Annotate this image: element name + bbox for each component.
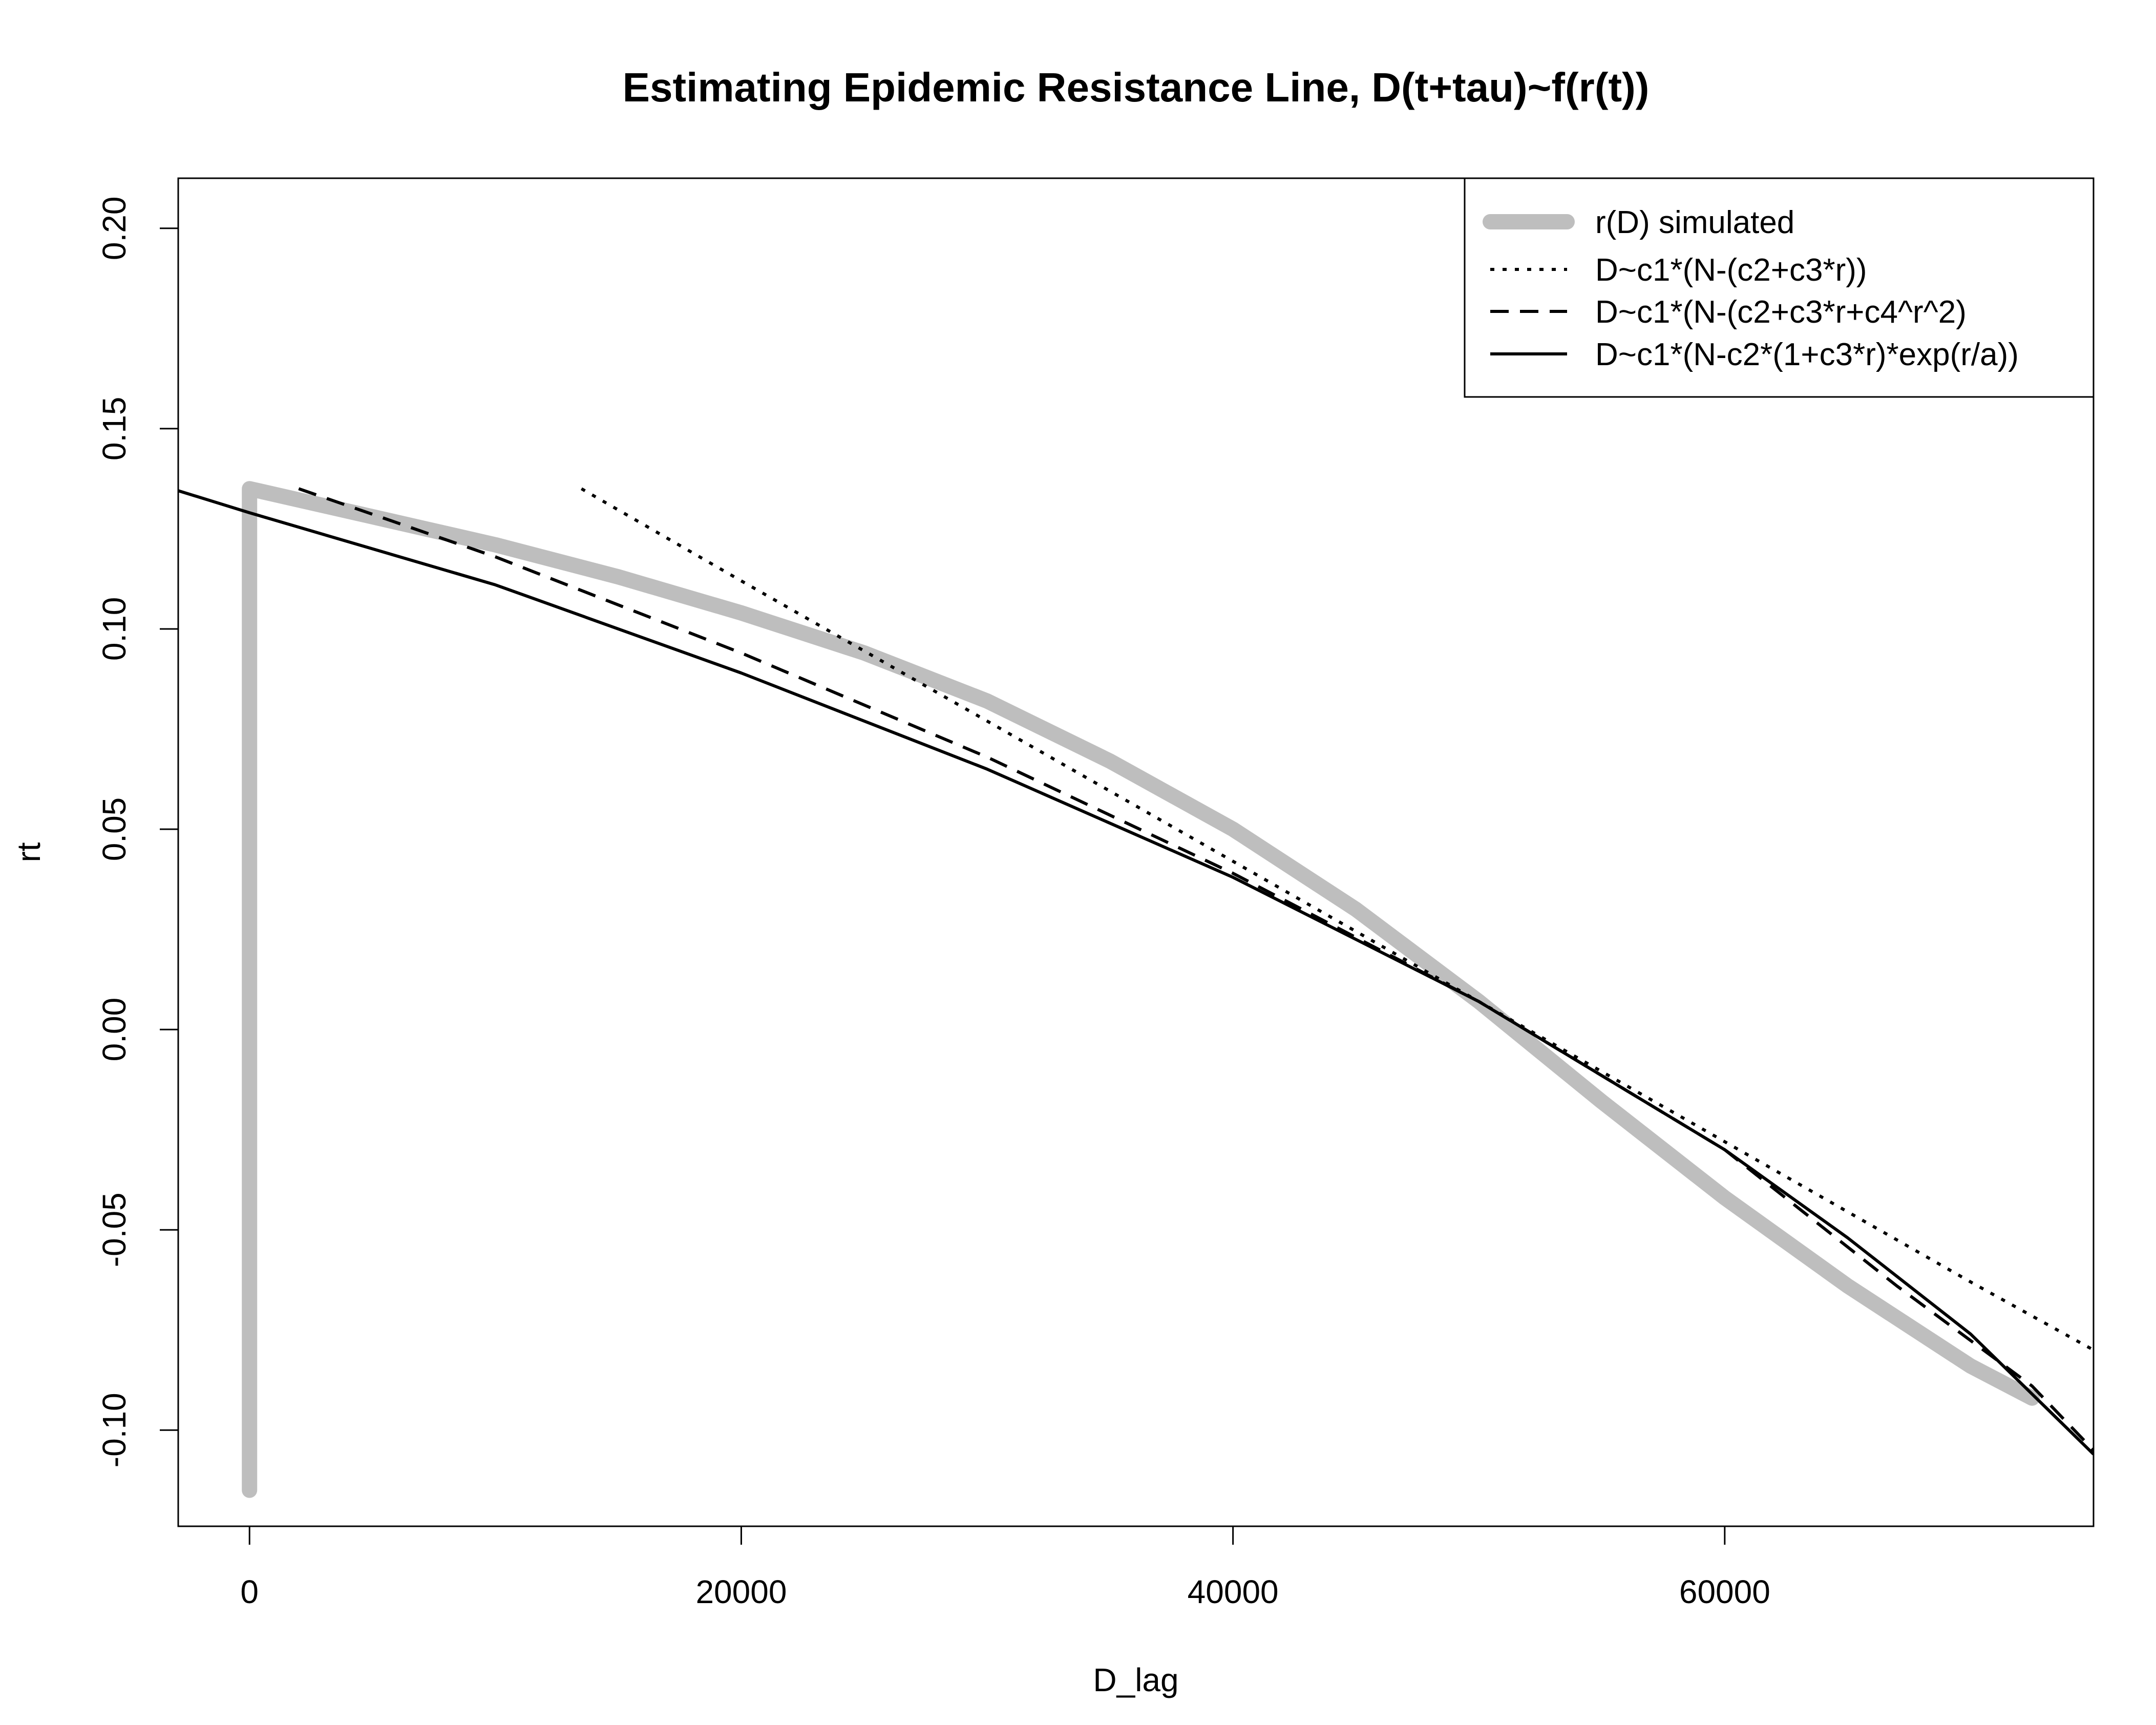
x-axis: 0 20000 40000 60000: [240, 1525, 1770, 1610]
legend-label-1: D~c1*(N-(c2+c3*r)): [1595, 253, 1867, 288]
y-tick-label: 0.20: [96, 197, 133, 261]
y-axis: -0.10 -0.05 0.00 0.05 0.10 0.15 0.20: [96, 197, 179, 1467]
y-tick-label: 0.00: [96, 998, 133, 1062]
x-tick-label: 20000: [695, 1573, 787, 1610]
x-tick-label: 0: [240, 1573, 259, 1610]
series-line-1: [580, 487, 2094, 1352]
y-tick-label: 0.10: [96, 597, 133, 661]
y-axis-label: rt: [10, 842, 47, 862]
legend-label-3: D~c1*(N-c2*(1+c3*r)*exp(r/a)): [1595, 337, 2019, 372]
x-axis-label: D_lag: [1093, 1661, 1178, 1698]
y-tick-label: -0.10: [96, 1393, 133, 1467]
y-tick-label: 0.05: [96, 797, 133, 861]
y-tick-label: 0.15: [96, 397, 133, 461]
series-line-3: [178, 489, 2094, 1456]
series-layer: [178, 481, 2094, 1498]
series-line-2: [298, 487, 2094, 1451]
chart-title: Estimating Epidemic Resistance Line, D(t…: [623, 65, 1650, 110]
legend-entries: r(D) simulated D~c1*(N-(c2+c3*r)) D~c1*(N-…: [1483, 205, 2019, 372]
legend: r(D) simulated D~c1*(N-(c2+c3*r)) D~c1*(N-…: [1464, 177, 2095, 398]
legend-label-0: r(D) simulated: [1595, 205, 1794, 240]
series-line-0: [242, 481, 2040, 1498]
legend-label-2: D~c1*(N-(c2+c3*r+c4^r^2): [1595, 294, 1967, 330]
y-tick-label: -0.05: [96, 1192, 133, 1267]
x-tick-label: 60000: [1679, 1573, 1770, 1610]
x-tick-label: 40000: [1188, 1573, 1279, 1610]
